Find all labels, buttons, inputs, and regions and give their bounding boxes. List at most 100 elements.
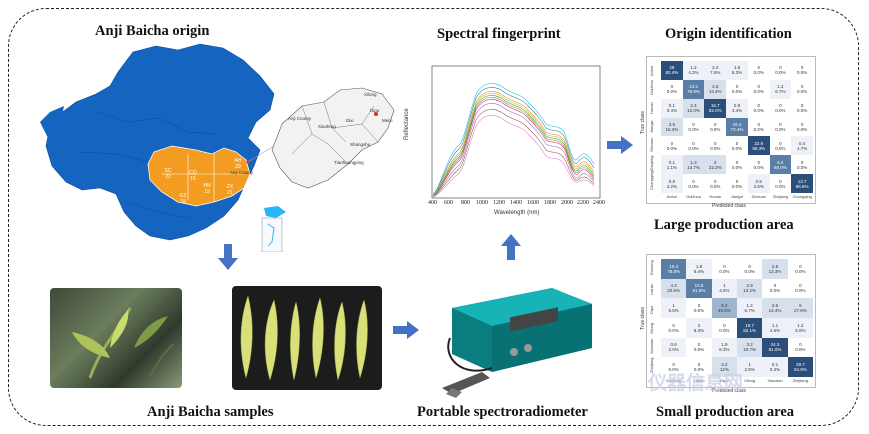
cm-cell: 0 0.0% xyxy=(686,298,712,318)
cm-col-label: Sichuan xyxy=(751,194,766,199)
dashed-frame xyxy=(8,8,859,426)
cm-small-xlabel: Predicted class xyxy=(712,388,746,394)
inset-label-xiaofeng: Xiaofeng xyxy=(318,124,336,129)
cm-col-label: Xiaoxian xyxy=(767,378,783,383)
cm-col-label: Kunlong xyxy=(666,378,681,383)
anji-inset-map xyxy=(271,87,395,189)
cm-cell: 2.9 13.2% xyxy=(737,278,763,299)
cm-cell: 4.3 20.5% xyxy=(661,278,687,299)
cm-cell: 0 0.0% xyxy=(704,174,727,193)
cm-cell: 5 27.8% xyxy=(787,298,813,318)
region-label-cq: CQ 15 xyxy=(189,170,197,182)
inset-label-dixi: Dixi xyxy=(346,118,354,123)
xtick: 2000 xyxy=(561,200,573,206)
cm-row-label: Kunlong xyxy=(649,260,654,275)
watermark: 仪器信息网 xyxy=(648,373,744,394)
cm-cell: 1.1 4.6% xyxy=(762,318,788,338)
cm-cell: 2.4 12.0% xyxy=(682,98,705,118)
cm-row-label: Anhui xyxy=(649,66,654,77)
cm-cell: 24.3 81.0% xyxy=(762,337,788,358)
cm-col-label: Jiangxi xyxy=(730,194,744,199)
spectroradiometer-device xyxy=(442,288,592,398)
cm-cell: 1 2.9% xyxy=(737,357,763,377)
cm-row-label: Guizhou xyxy=(649,80,654,96)
cm-cell: 0 0.0% xyxy=(791,117,813,137)
arrow-right-icon-1 xyxy=(393,321,419,339)
cm-cell: 2.6 14.4% xyxy=(704,79,727,99)
cm-col-label: Anhui xyxy=(666,194,677,199)
cm-cell: 0 0.0% xyxy=(747,117,770,137)
cm-cell: 13.6 61.8% xyxy=(686,278,712,299)
cm-row-label: Xiaoxian xyxy=(649,338,654,354)
cm-cell: 13.7 86.6% xyxy=(791,174,813,193)
title-large-area: Large production area xyxy=(654,217,794,233)
xtick: 600 xyxy=(444,200,453,206)
title-spectral: Spectral fingerprint xyxy=(437,26,561,42)
cm-cell: 0 0.0% xyxy=(747,79,770,99)
cm-cell: 19.7 82.1% xyxy=(737,318,763,338)
cm-col-label: Xilong xyxy=(744,378,756,383)
title-spectroradiometer: Portable spectroradiometer xyxy=(417,404,588,420)
cm-cell: 0 0.0% xyxy=(769,117,792,137)
cm-cell: 0.8 4.2% xyxy=(661,174,683,193)
inset-label-dipu: Dipu xyxy=(370,108,380,113)
title-identification: Origin identification xyxy=(665,26,792,42)
cm-cell: 1.8 8.4% xyxy=(686,259,712,279)
cm-row-label: Zhejiang xyxy=(649,155,654,171)
cm-cell: 0.1 0.3% xyxy=(762,357,788,377)
confusion-matrix-small: 10.4 78.8% 1.8 8.4% 0 0.0% 0 0.0% 2.8 13.3% 0 0.0% 4… xyxy=(646,254,816,388)
cm-cell: 22.6 98.3% xyxy=(747,136,770,156)
cm-cell: 4.2 12% xyxy=(711,357,737,377)
cm-cell: 0 0.0% xyxy=(682,174,705,193)
cm-row-label: Lianfu xyxy=(649,283,654,295)
china-map xyxy=(40,43,298,252)
arrow-down-icon xyxy=(218,244,238,270)
cm-cell: 0 0.0% xyxy=(791,98,813,118)
cm-cell: 1 5.5% xyxy=(661,298,687,318)
spectral-chart xyxy=(431,65,601,199)
cm-small-ylabel: True class xyxy=(640,307,646,330)
inset-label-meixi: Meixi xyxy=(382,118,393,123)
cm-cell: 0.5 2.6% xyxy=(747,174,770,193)
cm-cell: 0 0.0% xyxy=(791,61,813,80)
spectrum-xlabel: Wavelength (nm) xyxy=(494,210,540,216)
inset-label-anji: Anji County xyxy=(288,116,312,121)
cm-cell: 0 0.0% xyxy=(737,259,763,279)
cm-cell: 0.1 1.1% xyxy=(661,155,683,175)
cm-cell: 0 0.0% xyxy=(747,98,770,118)
arrow-right-icon-2 xyxy=(607,136,633,154)
cm-cell: 2.8 13.3% xyxy=(762,259,788,279)
cm-cell: 2 8.3% xyxy=(686,318,712,338)
xtick: 1200 xyxy=(493,200,505,206)
cm-cell: 0 0.0% xyxy=(747,61,770,80)
cm-cell: 29.7 84.9% xyxy=(787,357,813,377)
cm-cell: 0.1 0.4% xyxy=(661,98,683,118)
cm-cell: 0 0.0% xyxy=(769,98,792,118)
cm-cell: 0 0.0% xyxy=(762,278,788,299)
cm-cell: 1.6 5.3% xyxy=(726,61,748,80)
cm-cell: 0 0.0% xyxy=(661,79,683,99)
inset-label-xilong: Xilong xyxy=(364,92,377,97)
cm-cell: 0 0.0% xyxy=(769,136,792,156)
cm-cell: 1.2 4.2% xyxy=(682,61,705,80)
cm-cell: 8.2 45.6% xyxy=(711,298,737,318)
cm-cell: 0 0.0% xyxy=(787,259,813,279)
xtick: 400 xyxy=(428,200,437,206)
cm-cell: 3.5 16.3% xyxy=(661,117,683,137)
inset-label-tianhuangping: Tianhuangping xyxy=(334,160,364,165)
cm-cell: 1.9 6.3% xyxy=(711,337,737,358)
cm-cell: 0 0.0% xyxy=(686,337,712,358)
spectrum-ylabel: Reflectance xyxy=(404,108,410,140)
cm-cell: 0.8 4.4% xyxy=(726,98,748,118)
cm-col-label: Guizhou xyxy=(686,194,701,199)
cm-row-label: Sichuan xyxy=(649,137,654,152)
title-small-area: Small production area xyxy=(656,404,795,420)
cm-cell: 0 0.0% xyxy=(711,318,737,338)
cm-cell: 0 0.0% xyxy=(726,136,748,156)
cm-cell: 0.6 2.0% xyxy=(661,337,687,358)
cm-cell: 0 0.0% xyxy=(787,278,813,299)
cm-row-label: Jiangxi xyxy=(649,120,654,133)
cm-cell: 0 0.0% xyxy=(747,155,770,175)
cm-cell: 16.7 82.0% xyxy=(704,98,727,118)
cm-cell: 1 4.5% xyxy=(711,278,737,299)
